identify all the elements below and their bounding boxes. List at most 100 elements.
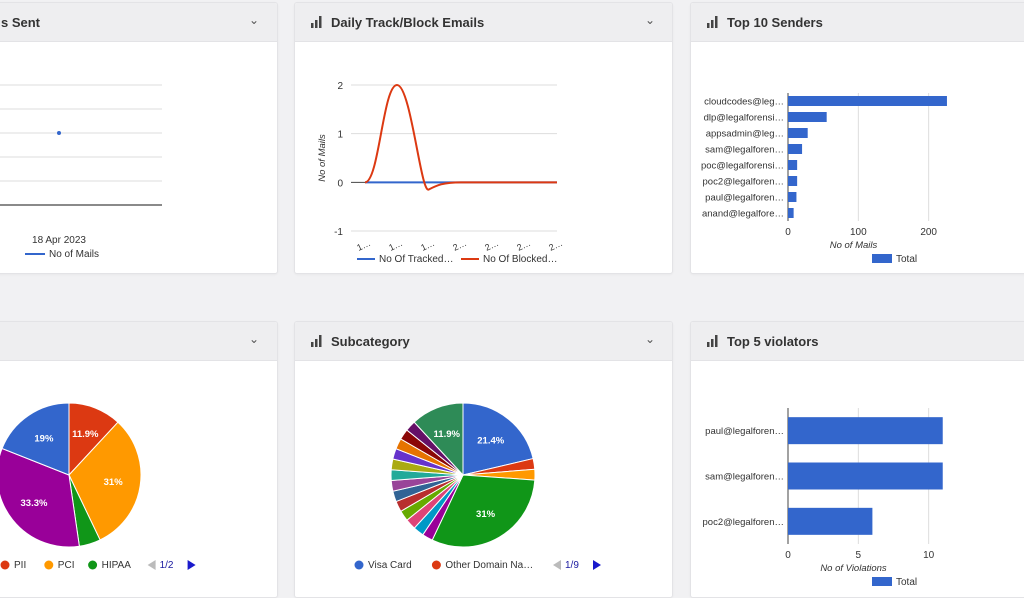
x-tick-label: 18 Apr 2023 [32, 235, 86, 246]
y-tick-label: paul@legalforen… [705, 193, 784, 204]
legend-label: Total [896, 254, 917, 265]
card-header: Subcategory ⌄ [295, 322, 672, 361]
x-tick-label: 0 [785, 227, 791, 238]
x-tick-label: 1… [355, 238, 372, 253]
pie-slice [413, 402, 464, 477]
pie-slice [0, 447, 80, 548]
category-pie-chart: 11.9% 31% 33.3% 19% PII PCI HIPAA 1/2 [0, 402, 196, 571]
legend-swatch [44, 560, 54, 570]
bar-chart-icon [311, 16, 322, 28]
legend-label: No Of Tracked… [379, 254, 453, 265]
pie-slice [1, 402, 70, 476]
card-title: Daily Track/Block Emails [331, 15, 485, 30]
legend-swatch [431, 560, 441, 570]
pager-next-icon [593, 560, 601, 570]
slice-label: 31% [104, 477, 124, 488]
y-tick-label: 0 [337, 178, 343, 189]
x-tick-label: 5 [856, 550, 862, 561]
card-header: Daily Track/Block Emails ⌄ [295, 3, 672, 42]
pager-prev-icon [553, 560, 561, 570]
legend-swatch [872, 254, 892, 263]
legend-label: No of Mails [49, 249, 99, 260]
track-block-card: Daily Track/Block Emails ⌄ 2 1 0 -1 No of Ma… [294, 2, 673, 274]
legend-swatch [0, 560, 10, 570]
top-senders-card: Top 10 Senders 0 100 200 cloudcodes@leg… dlp… [690, 2, 1024, 274]
slice-label: 33.3% [21, 498, 48, 509]
slice-label: 31% [476, 509, 496, 520]
pager-next-icon [187, 560, 196, 570]
legend-label: HIPAA [102, 560, 132, 571]
slice-label: 19% [34, 434, 54, 445]
pager-prev-icon [147, 560, 156, 570]
series-line-blocked [364, 83, 557, 191]
x-tick-label: 100 [850, 227, 867, 238]
top-violators-card: Top 5 violators 0 5 10 paul@legalforen… sam@… [690, 321, 1024, 598]
x-tick-label: 2… [547, 238, 564, 253]
category-card: ⌄ 11.9% 31% 33.3% 19% PII PCI HIPAA 1/2 [0, 321, 278, 598]
mails-sent-chart: 18 Apr 2023 No of Mails [0, 84, 162, 260]
legend-label: No Of Blocked… [483, 254, 557, 265]
y-tick-label: paul@legalforen… [705, 426, 784, 437]
x-tick-label: 1… [419, 238, 436, 253]
top-senders-chart: 0 100 200 cloudcodes@leg… dlp@legalforensi… a… [701, 93, 947, 265]
bar [788, 96, 947, 106]
bar-chart-icon [707, 335, 718, 347]
legend-swatch [88, 560, 98, 570]
legend-label: Other Domain Na… [445, 560, 533, 571]
x-tick-label: 2… [451, 238, 468, 253]
mails-sent-card: s Sent ⌄ 18 Apr 2023 No of Mails [0, 2, 278, 274]
y-tick-label: appsadmin@leg… [706, 129, 784, 140]
x-axis-title: No of Violations [820, 563, 887, 574]
chevron-down-icon[interactable]: ⌄ [645, 13, 656, 27]
subcategory-card: Subcategory ⌄ 21.4% 31% 11.9% Visa Card Othe… [294, 321, 673, 598]
bar [788, 192, 797, 202]
card-title: s Sent [1, 15, 41, 30]
card-title: Top 10 Senders [727, 15, 823, 30]
x-tick-label: 10 [923, 550, 935, 561]
y-tick-label: 1 [337, 130, 343, 141]
slice-label: 11.9% [72, 429, 99, 440]
top-violators-chart: 0 5 10 paul@legalforen… sam@legalforen… poc2@… [703, 408, 943, 588]
card-header: ⌄ [0, 322, 277, 361]
pager-label: 1/2 [160, 560, 174, 571]
slice-label: 11.9% [434, 429, 461, 440]
y-axis-title: No of Mails [317, 134, 328, 182]
legend-label: Visa Card [368, 560, 412, 571]
legend-label: PCI [58, 560, 75, 571]
bar-chart-icon [707, 16, 718, 28]
chevron-down-icon[interactable]: ⌄ [249, 332, 260, 346]
y-tick-label: sam@legalforen… [705, 145, 784, 156]
slice-label: 21.4% [477, 436, 504, 447]
bar [788, 112, 827, 122]
bar [788, 176, 798, 186]
legend-label: PII [14, 560, 26, 571]
bar [788, 417, 943, 445]
chevron-down-icon[interactable]: ⌄ [249, 13, 260, 27]
y-tick-label: sam@legalforen… [705, 472, 784, 483]
legend-swatch [354, 560, 364, 570]
y-tick-label: 2 [337, 81, 343, 92]
card-title: Subcategory [331, 334, 410, 349]
card-title: Top 5 violators [727, 334, 819, 349]
subcategory-pie-chart: 21.4% 31% 11.9% Visa Card Other Domain Na… 1/… [354, 402, 601, 571]
chevron-down-icon[interactable]: ⌄ [645, 332, 656, 346]
bar [788, 462, 943, 490]
y-tick-label: poc2@legalforen… [703, 517, 784, 528]
legend-label: Total [896, 577, 917, 588]
x-tick-label: 1… [387, 238, 404, 253]
bar [788, 160, 798, 170]
legend-swatch [872, 577, 892, 586]
card-header: Top 10 Senders [691, 3, 1024, 42]
pie-slice [462, 402, 534, 476]
x-tick-label: 2… [515, 238, 532, 253]
card-header: Top 5 violators [691, 322, 1024, 361]
x-tick-label: 0 [785, 550, 791, 561]
y-tick-label: poc@legalforensi… [701, 161, 784, 172]
bar [788, 144, 803, 154]
bar [788, 507, 873, 535]
y-tick-label: poc2@legalforen… [703, 177, 784, 188]
pie-slice [68, 421, 142, 541]
x-tick-label: 200 [920, 227, 937, 238]
bar-chart-icon [311, 335, 322, 347]
